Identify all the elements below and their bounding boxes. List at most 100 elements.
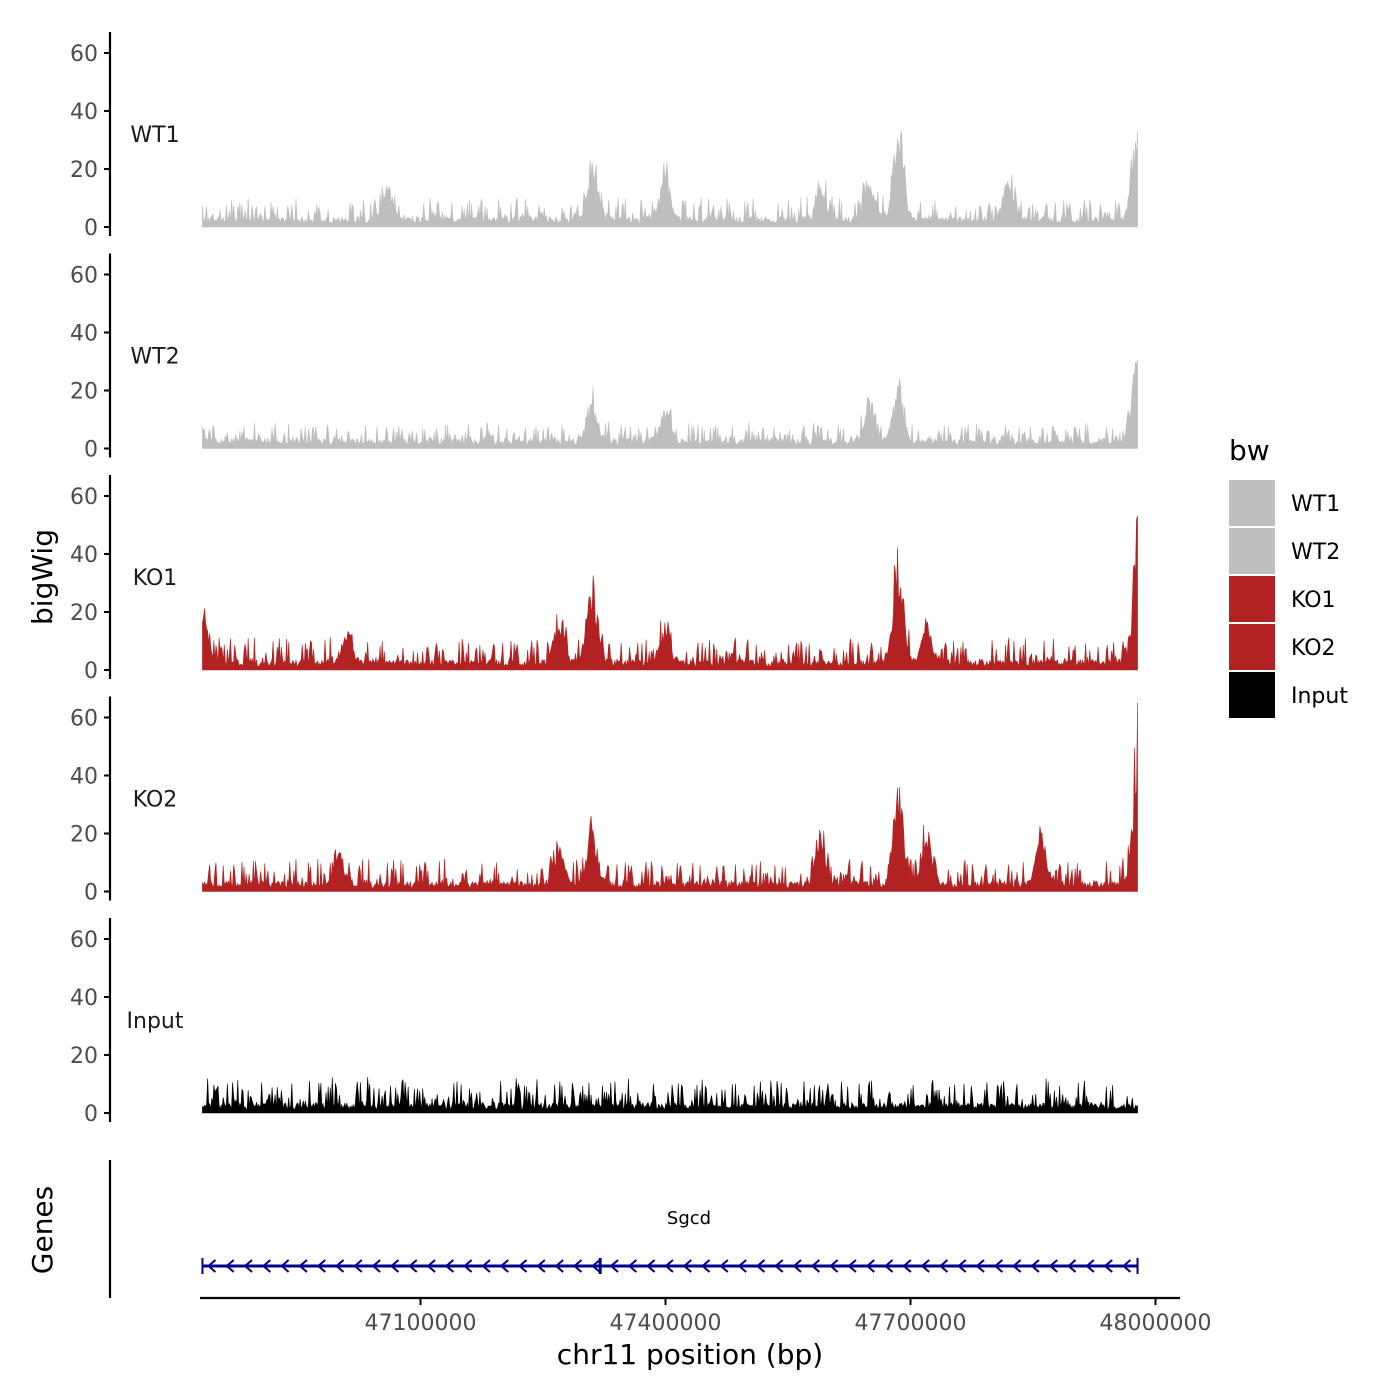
y-tick-label: 0 xyxy=(84,881,98,906)
legend-entry-ko2: KO2 xyxy=(1229,624,1336,670)
strand-arrow-icon xyxy=(591,1259,601,1273)
strand-arrow-icon xyxy=(1012,1259,1022,1273)
track-label: WT2 xyxy=(130,345,179,370)
y-tick-label: 20 xyxy=(70,1044,98,1069)
strand-arrow-icon xyxy=(719,1259,729,1273)
strand-arrow-icon xyxy=(737,1259,747,1273)
strand-arrow-icon xyxy=(902,1259,912,1273)
track-label: KO1 xyxy=(133,566,178,591)
signal-area-input xyxy=(202,1077,1138,1114)
legend-label: KO2 xyxy=(1291,636,1336,661)
strand-arrow-icon xyxy=(554,1259,564,1273)
strand-arrow-icon xyxy=(335,1259,345,1273)
legend: bw WT1 WT2 KO1 KO2 Input xyxy=(1229,434,1348,718)
legend-entry-ko1: KO1 xyxy=(1229,576,1336,622)
signal-area-wt1 xyxy=(202,130,1138,228)
track-wt2: 0 20 40 60 WT2 xyxy=(70,253,1138,463)
legend-title: bw xyxy=(1229,434,1270,467)
track-label: Input xyxy=(127,1009,184,1034)
strand-arrow-icon xyxy=(865,1259,875,1273)
legend-entry-wt1: WT1 xyxy=(1229,480,1340,526)
legend-swatch xyxy=(1229,528,1275,574)
bigwig-tracks: 0 20 40 60 WT1 0 20 40 60 WT2 0 20 40 60 KO1 0 20 40 60 KO2… xyxy=(70,32,1138,1127)
y-tick-label: 60 xyxy=(70,485,98,510)
strand-arrow-icon xyxy=(1048,1259,1058,1273)
strand-arrow-icon xyxy=(371,1259,381,1273)
x-tick-label: 47100000 xyxy=(365,1311,477,1336)
gene-sgcd: Sgcd xyxy=(201,1208,1139,1274)
y-tick-label: 20 xyxy=(70,158,98,183)
signal-area-ko2 xyxy=(202,702,1138,892)
x-axis-title: chr11 position (bp) xyxy=(557,1338,823,1371)
strand-arrow-icon xyxy=(1103,1259,1113,1273)
legend-label: KO1 xyxy=(1291,588,1336,613)
strand-arrow-icon xyxy=(261,1259,272,1273)
legend-swatch xyxy=(1229,576,1275,622)
y-tick-label: 0 xyxy=(84,659,98,684)
y-tick-label: 40 xyxy=(70,765,98,790)
strand-arrow-icon xyxy=(1067,1259,1077,1273)
strand-arrow-icon xyxy=(701,1259,711,1273)
legend-swatch xyxy=(1229,480,1275,526)
strand-arrow-icon xyxy=(810,1259,821,1273)
y-tick-label: 60 xyxy=(70,42,98,67)
strand-arrow-icon xyxy=(829,1259,839,1273)
strand-arrow-icon xyxy=(499,1259,509,1273)
legend-swatch xyxy=(1229,624,1275,670)
y-axis-title: bigWig xyxy=(26,529,59,625)
strand-arrow-icon xyxy=(225,1259,235,1273)
strand-arrow-icon xyxy=(206,1259,217,1273)
strand-arrow-icon xyxy=(627,1259,638,1273)
y-tick-label: 40 xyxy=(70,100,98,125)
genes-track: Sgcd xyxy=(108,1160,1139,1298)
strand-arrow-icon xyxy=(353,1259,363,1273)
y-tick-label: 20 xyxy=(70,380,98,405)
x-tick-label: 47400000 xyxy=(610,1311,722,1336)
strand-arrow-icon xyxy=(444,1259,455,1273)
strand-arrow-icon xyxy=(920,1259,930,1273)
strand-arrow-icon xyxy=(463,1259,473,1273)
strand-arrow-icon xyxy=(1121,1259,1132,1273)
strand-arrow-icon xyxy=(389,1259,400,1273)
strand-arrow-icon xyxy=(426,1259,436,1273)
y-tick-label: 60 xyxy=(70,928,98,953)
x-axis: 47100000 47400000 47700000 48000000 xyxy=(200,1296,1211,1336)
strand-arrow-icon xyxy=(1030,1259,1040,1273)
strand-arrow-icon xyxy=(993,1259,1004,1273)
strand-arrow-icon xyxy=(243,1259,253,1273)
strand-arrow-icon xyxy=(518,1259,528,1273)
track-label: KO2 xyxy=(133,788,178,813)
strand-arrow-icon xyxy=(847,1259,857,1273)
strand-arrow-icon xyxy=(646,1259,656,1273)
track-ko1: 0 20 40 60 KO1 xyxy=(70,475,1138,684)
track-ko2: 0 20 40 60 KO2 xyxy=(70,696,1138,906)
legend-label: WT2 xyxy=(1291,540,1340,565)
strand-arrow-icon xyxy=(572,1259,583,1273)
x-tick-label: 47700000 xyxy=(855,1311,967,1336)
gene-name-label: Sgcd xyxy=(667,1208,711,1229)
strand-arrow-icon xyxy=(792,1259,802,1273)
track-wt1: 0 20 40 60 WT1 xyxy=(70,32,1138,241)
genes-track-title: Genes xyxy=(26,1186,59,1274)
strand-arrow-icon xyxy=(682,1259,692,1273)
y-tick-label: 0 xyxy=(84,438,98,463)
legend-label: Input xyxy=(1291,684,1348,709)
strand-arrow-icon xyxy=(481,1259,491,1273)
strand-arrow-icon xyxy=(884,1259,894,1273)
strand-arrow-icon xyxy=(316,1259,326,1273)
strand-arrow-icon xyxy=(755,1259,766,1273)
strand-arrow-icon xyxy=(774,1259,784,1273)
legend-entry-input: Input xyxy=(1229,672,1348,718)
strand-arrow-icon xyxy=(957,1259,967,1273)
strand-arrow-icon xyxy=(408,1259,418,1273)
strand-arrow-icon xyxy=(298,1259,308,1273)
legend-entry-wt2: WT2 xyxy=(1229,528,1340,574)
track-label: WT1 xyxy=(130,123,179,148)
y-tick-label: 40 xyxy=(70,543,98,568)
y-tick-label: 60 xyxy=(70,264,98,289)
y-tick-label: 60 xyxy=(70,707,98,732)
y-tick-label: 0 xyxy=(84,1102,98,1127)
y-tick-label: 20 xyxy=(70,823,98,848)
signal-area-wt2 xyxy=(202,359,1138,449)
